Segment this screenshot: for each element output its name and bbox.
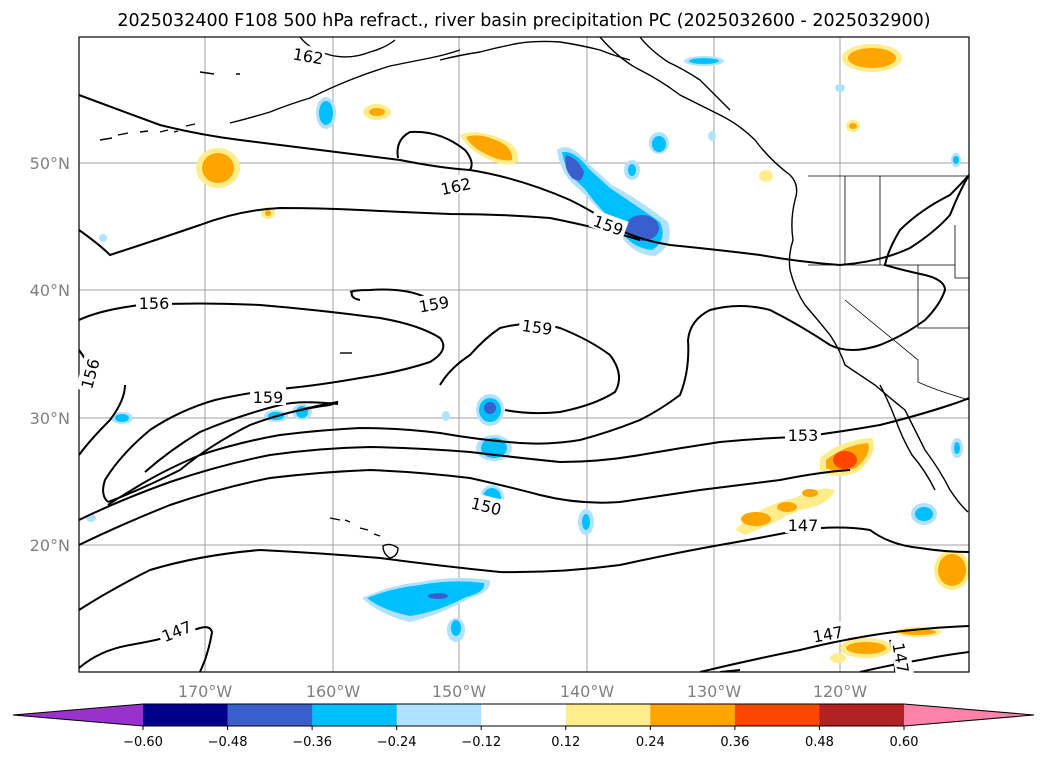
colorbar-tick-label: 0.48 (805, 735, 834, 750)
latitude-labels: 50°N 40°N 30°N 20°N (30, 154, 70, 555)
colorbar-segment (312, 704, 398, 726)
colorbar: −0.60 −0.48 −0.36 −0.24 −0.12 0.12 0.24 0.36 0.4… (12, 703, 1035, 750)
colorbar-tick-label: −0.24 (377, 735, 417, 750)
colorbar-segment (227, 704, 313, 726)
refractivity-contours (79, 94, 969, 672)
contour-label: 159 (521, 316, 554, 339)
gridlines (79, 37, 969, 672)
colorbar-segment (143, 704, 229, 726)
colorbar-segment (734, 704, 820, 726)
coastlines (99, 37, 969, 559)
lat-label: 50°N (30, 154, 70, 173)
lat-label: 20°N (30, 536, 70, 555)
colorbar-segment (650, 704, 736, 726)
colorbar-tick-label: 0.24 (636, 735, 665, 750)
lat-label: 30°N (30, 409, 70, 428)
colorbar-tick-label: −0.36 (292, 735, 332, 750)
lon-label: 120°W (813, 682, 868, 701)
contour-label: 147 (788, 516, 819, 535)
precip-positive-areas (196, 44, 969, 663)
lon-label: 130°W (687, 682, 742, 701)
colorbar-extend-low (13, 704, 143, 726)
colorbar-segment (819, 704, 905, 726)
lon-label: 170°W (178, 682, 233, 701)
colorbar-tick-label: −0.48 (208, 735, 248, 750)
lon-label: 160°W (306, 682, 361, 701)
colorbar-segment (396, 704, 482, 726)
colorbar-tick-label: 0.12 (551, 735, 580, 750)
colorbar-extend-high (904, 704, 1034, 726)
lon-label: 140°W (560, 682, 615, 701)
lon-label: 150°W (432, 682, 487, 701)
longitude-labels: 170°W 160°W 150°W 140°W 130°W 120°W (178, 682, 868, 701)
contour-label: 153 (788, 426, 819, 445)
colorbar-tick-label: 0.36 (720, 735, 749, 750)
map-area (79, 37, 969, 672)
contour-label: 156 (139, 294, 170, 313)
colorbar-tick-label: 0.60 (890, 735, 919, 750)
contour-label: 159 (253, 388, 284, 407)
colorbar-segment (481, 704, 567, 726)
map-frame (78, 36, 970, 673)
colorbar-tick-label: −0.12 (461, 735, 501, 750)
lat-label: 40°N (30, 281, 70, 300)
colorbar-segment (565, 704, 651, 726)
chart-title: 2025032400 F108 500 hPa refract., river … (117, 11, 930, 31)
colorbar-tick-label: −0.60 (123, 735, 163, 750)
